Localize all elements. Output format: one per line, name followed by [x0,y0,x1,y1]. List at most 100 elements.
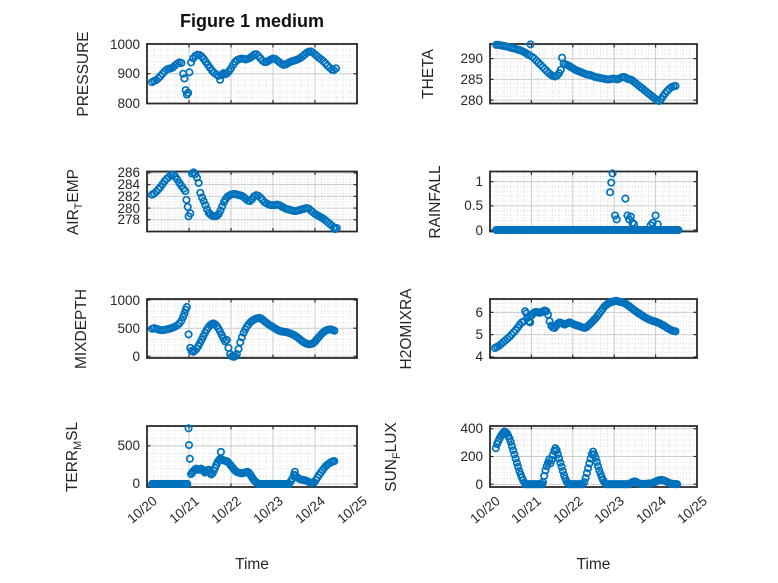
y-tick-label: 400 [460,421,483,437]
marker [511,454,520,463]
scatter-points [490,296,680,353]
marker [184,330,193,339]
marker [563,479,572,488]
marker [512,458,521,467]
marker [610,211,620,220]
y-tick-label: 500 [117,438,140,454]
marker [520,478,529,487]
marker [173,321,182,330]
marker [186,209,195,218]
axes-box [146,170,358,233]
subplot-pressure [146,43,358,105]
marker [584,464,593,473]
y-tick-label: 1000 [109,292,140,308]
scatter-points [147,302,339,361]
y-tick-label: 200 [460,449,483,464]
marker [509,446,518,455]
marker [538,62,547,71]
marker [196,188,205,197]
subplot-mixdepth [146,298,358,361]
subplot-sun_flux [489,425,698,489]
marker [154,74,163,83]
marker [330,326,339,335]
subplot-theta [489,40,698,106]
marker [319,57,328,66]
marker [180,74,189,83]
y-tick-label: 4 [475,349,483,365]
marker [221,337,230,346]
marker [541,466,550,475]
marker [607,178,616,187]
marker [184,441,194,450]
axes-box [489,298,698,359]
marker [491,444,500,453]
y-tick-label: 1000 [109,36,140,52]
y-tick-label: 5 [475,327,483,343]
y-tick-label: 900 [117,66,140,82]
marker [185,68,194,77]
x-axis-label-left: Time [235,556,269,573]
marker [653,220,662,229]
y-axis-label-mixdepth: MIXDEPTH [73,288,90,369]
y-tick-label: 290 [460,51,483,67]
y-tick-label: 286 [117,165,140,181]
marker [330,457,339,466]
marker [184,424,193,433]
marker [194,178,203,187]
marker [558,467,567,476]
subplot-air_temp [146,168,358,234]
marker [222,69,231,78]
marker [216,75,225,84]
marker [216,447,225,456]
y-tick-label: 0.5 [464,198,483,214]
marker [536,60,545,69]
y-tick-label: 0 [132,476,140,492]
marker [630,220,639,229]
marker [548,451,557,460]
y-axis-label-air_temp: AIRTEMP [65,168,85,235]
marker [217,70,226,79]
axes-box [146,425,358,488]
marker [526,40,535,49]
marker [514,462,523,471]
y-tick-label: 1 [475,174,483,190]
marker [182,302,191,312]
tick-marks [489,44,698,104]
marker [237,333,246,342]
scatter-points [147,424,339,489]
marker [552,446,561,455]
minor-grid [148,172,356,231]
marker [510,450,519,459]
marker [553,450,562,459]
marker [184,88,193,97]
scatter-points [147,47,341,99]
scatter-points [147,168,341,234]
major-grid [490,299,697,358]
y-tick-label: 284 [117,177,140,193]
subplot-rainfall [489,169,698,235]
y-axis-label-rainfall: RAINFALL [427,164,444,239]
marker [185,454,194,463]
marker [621,194,630,203]
marker [671,81,680,91]
subplot-terr_msl [146,424,358,489]
marker [545,317,554,326]
marker [608,169,617,178]
marker [555,454,564,463]
y-tick-label: 280 [117,200,140,216]
marker [218,202,227,211]
marker [674,225,683,235]
y-tick-label: 500 [117,320,140,336]
y-axis-label-h2omixra: H2OMIXRA [398,288,415,369]
marker [253,479,262,488]
marker [582,469,591,478]
marker [532,56,541,65]
y-axis-label-terr_msl: TERRMSL [64,421,84,492]
marker [601,479,610,488]
marker [556,65,565,74]
y-tick-label: 6 [475,304,483,320]
marker [628,218,637,227]
marker [506,437,515,446]
marker [581,473,590,483]
